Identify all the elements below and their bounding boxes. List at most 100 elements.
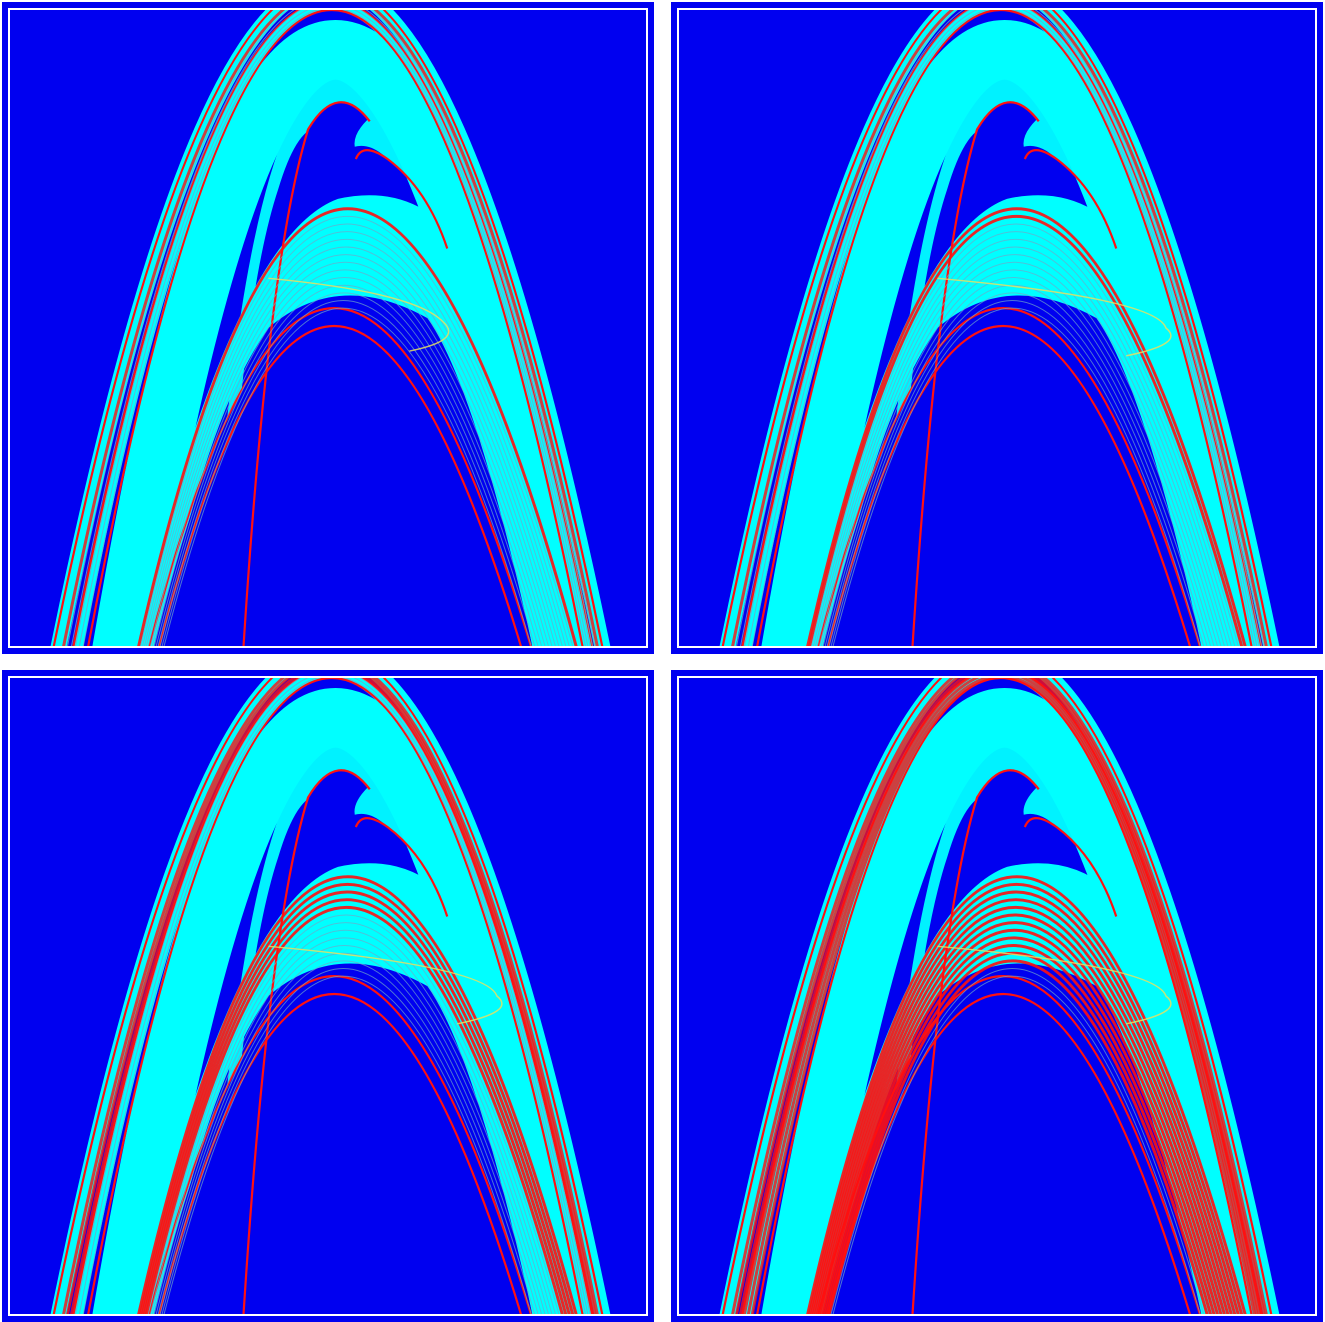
fractal-panel-3 — [2, 670, 654, 1322]
filament-3 — [142, 223, 570, 646]
filament-4 — [144, 231, 567, 646]
lobe-boundary — [911, 769, 1040, 1314]
filament-9 — [153, 269, 549, 646]
filament-13 — [161, 967, 535, 1314]
filament-2 — [808, 882, 1244, 1314]
filament-8 — [151, 261, 553, 646]
filament-13 — [830, 967, 1204, 1314]
inner-dome — [153, 976, 527, 1314]
fractal-panel-2 — [671, 2, 1323, 654]
filament-6 — [817, 246, 1229, 646]
filament-2 — [140, 215, 574, 646]
outer-filament-6 — [82, 10, 586, 646]
inner-dome — [822, 308, 1196, 646]
outer-filament-1 — [62, 10, 599, 646]
boundary-curve-1 — [52, 678, 604, 1314]
boundary-curve-3 — [87, 678, 584, 1314]
outer-filament-1 — [62, 678, 599, 1314]
highlight-arc — [268, 277, 450, 352]
fractal-image-1 — [50, 10, 611, 646]
filament-12 — [159, 292, 539, 646]
filament-12 — [827, 959, 1209, 1314]
fractal-panel-1 — [2, 2, 654, 654]
filament-3 — [141, 890, 571, 1314]
outer-filament-3 — [70, 678, 594, 1314]
lobe-boundary — [242, 101, 371, 646]
filament-7 — [817, 921, 1226, 1314]
filament-5 — [146, 239, 563, 646]
fractal-panel-4 — [671, 670, 1323, 1322]
outer-filament-1 — [731, 678, 1268, 1314]
filament-4 — [143, 898, 568, 1314]
filament-7 — [149, 254, 556, 646]
filament-13 — [830, 299, 1204, 646]
filament-10 — [823, 944, 1216, 1314]
filament-6 — [815, 913, 1230, 1314]
filament-2 — [808, 214, 1244, 646]
boundary-curve-3 — [756, 10, 1253, 646]
filament-8 — [151, 929, 553, 1314]
upper-lobe — [877, 62, 1119, 646]
filament-12 — [828, 292, 1208, 646]
inner-dome — [822, 976, 1196, 1314]
outer-filament-6 — [82, 678, 586, 1314]
outer-filament-5 — [78, 10, 589, 646]
outer-filament-2 — [735, 678, 1266, 1314]
hook-boundary — [1023, 817, 1118, 917]
outer-filament-2 — [736, 10, 1265, 646]
boundary-curve-1 — [721, 678, 1273, 1314]
filament-9 — [822, 269, 1218, 646]
panel-frame — [677, 8, 1317, 648]
upper-lobe — [877, 730, 1119, 1314]
boundary-curve-2 — [72, 10, 594, 646]
lobe-boundary — [242, 769, 371, 1314]
upper-lobe — [208, 730, 450, 1314]
filament-4 — [812, 898, 1237, 1314]
filament-10 — [155, 945, 546, 1314]
filament-2 — [139, 882, 575, 1314]
filament-1 — [137, 207, 578, 646]
filament-8 — [820, 261, 1222, 646]
outer-filament-6 — [751, 10, 1255, 646]
fractal-image-2 — [719, 10, 1280, 646]
filament-9 — [821, 936, 1219, 1314]
filament-11 — [157, 285, 542, 646]
outer-filament-5 — [78, 678, 589, 1314]
filament-12 — [159, 960, 539, 1314]
filament-14 — [163, 975, 532, 1314]
filament-5 — [814, 906, 1233, 1314]
hook-boundary — [354, 149, 449, 249]
outer-filament-6 — [750, 678, 1256, 1314]
boundary-curve-1 — [52, 10, 604, 646]
outer-filament-5 — [747, 10, 1258, 646]
filament-14 — [832, 975, 1201, 1314]
filament-9 — [153, 937, 549, 1314]
filament-8 — [819, 928, 1223, 1314]
filament-6 — [148, 246, 560, 646]
filament-1 — [137, 875, 578, 1314]
inner-dome — [153, 308, 527, 646]
panel-frame — [677, 676, 1317, 1316]
filament-7 — [818, 254, 1225, 646]
fractal-image-4 — [719, 678, 1280, 1314]
boundary-curve-2 — [741, 10, 1263, 646]
outer-filament-4 — [75, 10, 591, 646]
highlight-arc — [937, 945, 1172, 1025]
outer-filament-4 — [75, 678, 591, 1314]
filament-5 — [815, 239, 1232, 646]
hook-boundary — [1023, 149, 1118, 249]
filament-5 — [145, 906, 564, 1314]
outer-filament-3 — [71, 10, 593, 646]
filament-10 — [824, 277, 1215, 646]
filament-3 — [811, 223, 1239, 646]
filament-1 — [806, 207, 1247, 646]
panel-frame — [8, 8, 648, 648]
filament-6 — [148, 914, 560, 1314]
panel-frame — [8, 676, 648, 1316]
outer-filament-5 — [746, 678, 1259, 1314]
filament-13 — [161, 299, 535, 646]
fractal-image-3 — [50, 678, 611, 1314]
highlight-arc — [937, 277, 1172, 357]
hook-boundary — [354, 817, 449, 917]
filament-1 — [806, 875, 1247, 1314]
